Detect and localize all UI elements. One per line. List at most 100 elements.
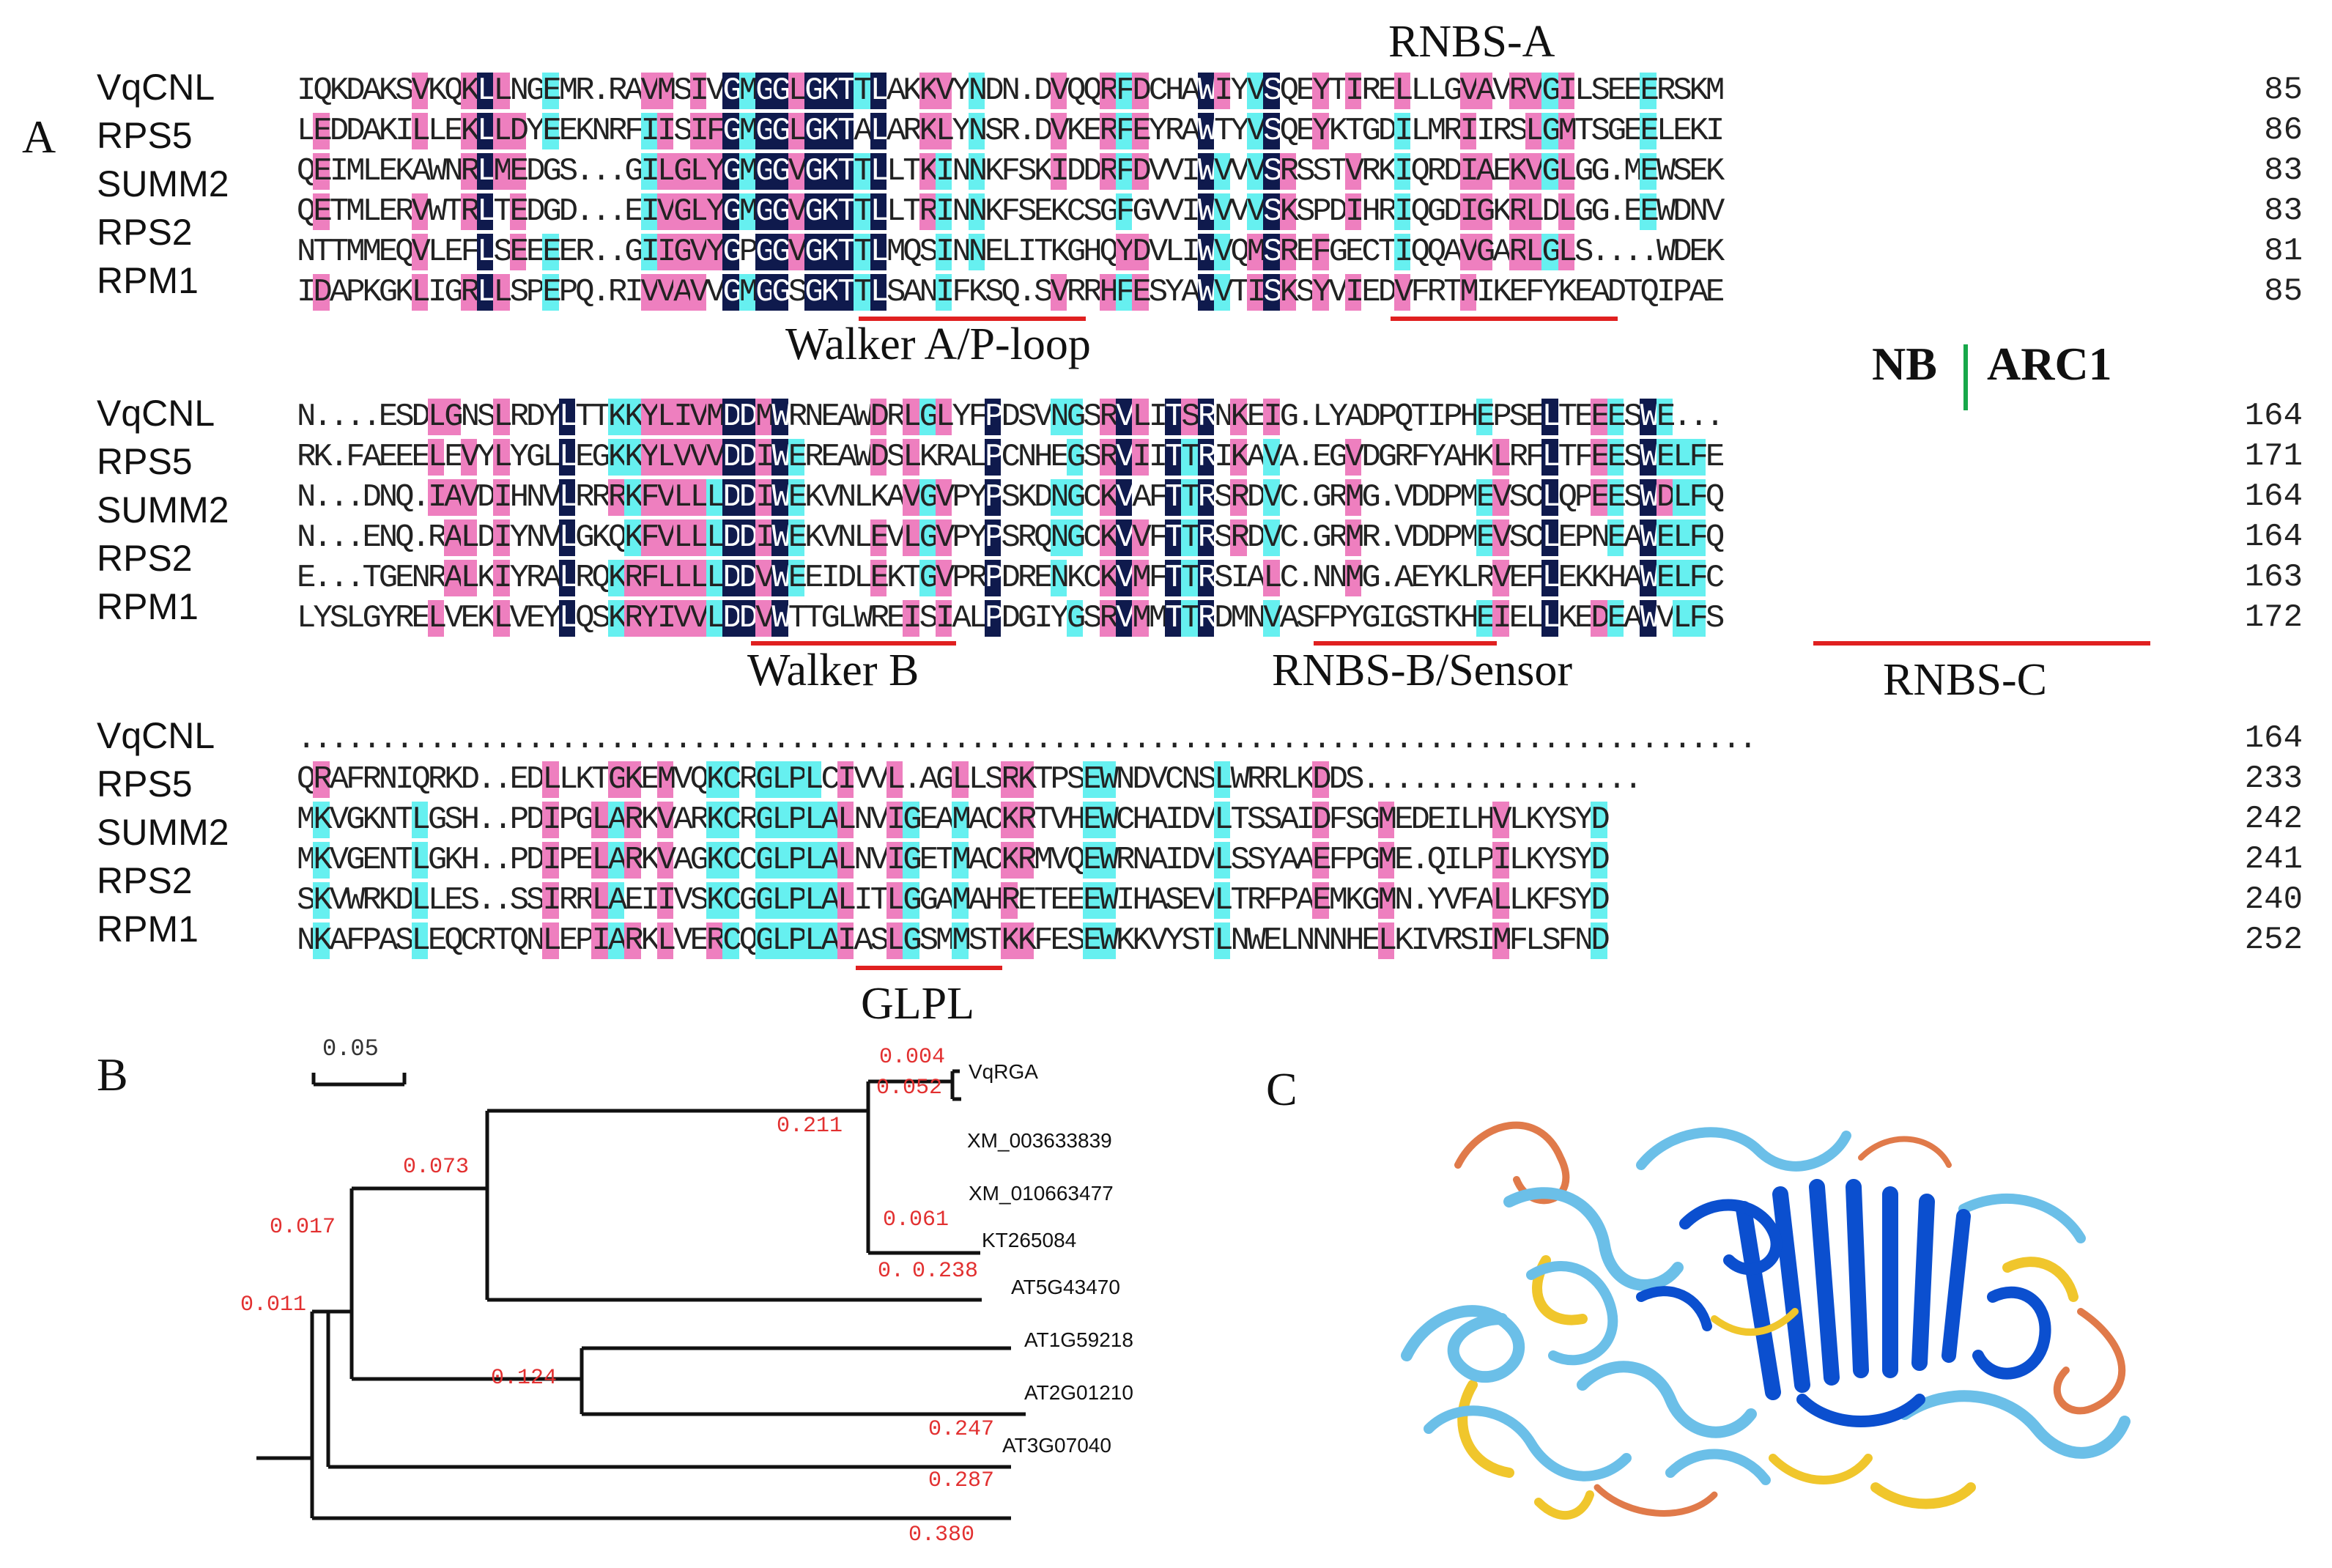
panel-a-label: A bbox=[22, 111, 56, 163]
strand-segment bbox=[1809, 1179, 1840, 1386]
sequence-row: RK.FAEEELEVYLYGLLEGKKYLVVVDDIWEREAWDSLKR… bbox=[297, 439, 1725, 476]
scale-bar: 0.05 bbox=[311, 1035, 407, 1087]
sequence-row: N...ENQ.RALDIYNVLGKQKFVLLLDDIWEKVNLEVLGV… bbox=[297, 519, 1725, 556]
sequence-row: LEDDAKILLEKLLDYEEKNRFIISIFGMGGLGKTALARKL… bbox=[297, 113, 1725, 149]
helix-segment bbox=[1457, 1380, 1514, 1478]
residue-count: 86 bbox=[2264, 112, 2303, 149]
branch-length: 0.211 bbox=[777, 1114, 843, 1139]
branch-length: 0.124 bbox=[491, 1366, 557, 1391]
motif-walker-b-underline bbox=[751, 641, 956, 646]
motif-rnbs-c-underline bbox=[1813, 641, 2150, 646]
motif-walker-a-underline bbox=[859, 317, 1086, 321]
motif-rnbs-b-label: RNBS-B/Sensor bbox=[1272, 646, 1572, 695]
arc1-domain-label: ARC1 bbox=[1987, 338, 2112, 390]
residue-count: 252 bbox=[2244, 922, 2303, 958]
sequence-row: SKVWRKDLLES..SSIRRLAEIIVSKCGGLPLALITLGGA… bbox=[297, 882, 1610, 919]
sequence-row: N...DNQ.IAVDIHNVLRRRKFVLLLDDIWEKVNLKAVGV… bbox=[297, 479, 1725, 516]
residue-count: 240 bbox=[2244, 881, 2303, 918]
seq-name: RPM1 bbox=[97, 909, 199, 950]
strand-segment bbox=[1942, 1209, 1971, 1363]
branch-length: 0.017 bbox=[270, 1215, 336, 1240]
seq-name: VqCNL bbox=[97, 67, 215, 108]
helix-segment bbox=[1401, 1305, 1525, 1383]
panel-b-label: B bbox=[97, 1049, 128, 1101]
sequence-row: E...TGENRALKIYRALRQKRFLLLLDDVWEEIDLEKTGV… bbox=[297, 560, 1725, 596]
seq-name: SUMM2 bbox=[97, 489, 229, 530]
ribbon-very-high-confidence bbox=[1636, 1179, 2051, 1427]
residue-count: 242 bbox=[2244, 801, 2303, 837]
seq-name: SUMM2 bbox=[97, 812, 229, 853]
seq-name: RPS2 bbox=[97, 538, 193, 579]
ribbon-low-confidence bbox=[1454, 1121, 2126, 1517]
branch-length: 0.011 bbox=[240, 1293, 306, 1317]
sequence-row: MKVGENTLGKH..PDIPELARKVAGKCCGLPLALNVIGET… bbox=[297, 842, 1610, 879]
tree-branches bbox=[256, 1069, 1026, 1520]
residue-count: 83 bbox=[2264, 193, 2303, 229]
ribbon-confident bbox=[1401, 1127, 2131, 1485]
tree-taxa: VqRGA XM_003633839 XM_010663477 KT265084… bbox=[967, 1060, 1133, 1457]
seq-name: RPM1 bbox=[97, 586, 199, 627]
panel-c-label: C bbox=[1266, 1063, 1298, 1115]
motif-rnbs-a-underline bbox=[1391, 317, 1618, 321]
coil-segment bbox=[1858, 1136, 1952, 1168]
protein-structure-model bbox=[1401, 1121, 2131, 1520]
coil-segment bbox=[1454, 1121, 1570, 1205]
helix-segment bbox=[1769, 1454, 1873, 1484]
residue-count: 163 bbox=[2244, 559, 2303, 596]
taxon-label: AT5G43470 bbox=[1011, 1276, 1120, 1298]
motif-walker-a-label: Walker A/P-loop bbox=[785, 319, 1091, 369]
seq-name: RPS5 bbox=[97, 763, 193, 805]
sequence-row: ........................................… bbox=[297, 721, 1758, 758]
residue-count: 81 bbox=[2264, 233, 2303, 270]
sequence-row: NKAFPASLEQCRTQNLEPIARKLVERCQGLPLAIASLGSM… bbox=[297, 922, 1610, 959]
seq-name: RPS2 bbox=[97, 212, 193, 253]
branch-length: 0.004 bbox=[879, 1045, 945, 1070]
phylogenetic-tree: 0.05 VqRGA X bbox=[240, 1035, 1133, 1547]
helix-segment bbox=[1972, 1286, 2051, 1380]
branch-length: 0.061 bbox=[883, 1208, 949, 1232]
taxon-label: XM_003633839 bbox=[967, 1129, 1112, 1152]
branch-length: 0. bbox=[878, 1259, 904, 1284]
coil-segment bbox=[2053, 1308, 2126, 1415]
taxon-label: AT1G59218 bbox=[1024, 1328, 1133, 1351]
taxon-label: AT2G01210 bbox=[1024, 1381, 1133, 1404]
branch-length: 0.073 bbox=[403, 1155, 469, 1180]
motif-rnbs-c-label: RNBS-C bbox=[1883, 655, 2047, 705]
helix-segment bbox=[1534, 1490, 1594, 1520]
coil-segment bbox=[1636, 1127, 1851, 1172]
motif-rnbs-a-label: RNBS-A bbox=[1388, 17, 1555, 67]
motif-rnbs-b-underline bbox=[1314, 641, 1497, 646]
helix-segment bbox=[1526, 1261, 1618, 1366]
seq-name: RPS5 bbox=[97, 115, 193, 156]
strand-segment bbox=[1736, 1201, 1781, 1400]
residue-count: 164 bbox=[2244, 398, 2303, 434]
helix-segment bbox=[1899, 1390, 2131, 1459]
residue-count: 164 bbox=[2244, 519, 2303, 555]
branch-length: 0.287 bbox=[928, 1468, 994, 1493]
coil-segment bbox=[1958, 1193, 2086, 1243]
strand-segment bbox=[1911, 1194, 1935, 1371]
helix-segment bbox=[1577, 1361, 1757, 1438]
residue-count: 172 bbox=[2244, 599, 2303, 636]
taxon-label: VqRGA bbox=[969, 1060, 1038, 1083]
residue-count: 241 bbox=[2244, 841, 2303, 878]
motif-glpl-underline bbox=[856, 966, 1002, 970]
residue-count: 164 bbox=[2244, 720, 2303, 757]
sequence-row: NTTMMEQVLEFLSEEEER..GIIGVYGPGGVGKTTLMQSI… bbox=[297, 234, 1725, 270]
seq-name: VqCNL bbox=[97, 393, 215, 434]
sequence-row: N....ESDLGNSLRDYLTTKKYLIVMDDMWRNEAWDRLGL… bbox=[297, 399, 1725, 435]
nb-arc1-boundary bbox=[1963, 344, 1968, 410]
residue-count: 171 bbox=[2244, 438, 2303, 475]
coil-segment bbox=[1424, 1405, 1632, 1482]
strand-segment bbox=[1772, 1186, 1810, 1393]
branch-lengths: 0.004 0.052 0.211 0.061 0.073 0. 0.238 0… bbox=[240, 1045, 994, 1547]
sequence-row: IQKDAKSVKQKLLNGEMR.RAVMSIVGMGGLGKTTLAKKV… bbox=[297, 73, 1725, 109]
residue-count: 83 bbox=[2264, 152, 2303, 189]
seq-name: SUMM2 bbox=[97, 163, 229, 204]
sequence-row: LYSLGYRELVEKLVEYLQSKRYIVVLDDVWTTGLWREISI… bbox=[297, 600, 1725, 637]
branch-length: 0.380 bbox=[908, 1523, 974, 1547]
helix-segment bbox=[2002, 1257, 2079, 1302]
helix-segment bbox=[1796, 1394, 1925, 1427]
coil-segment bbox=[1593, 1484, 1718, 1517]
